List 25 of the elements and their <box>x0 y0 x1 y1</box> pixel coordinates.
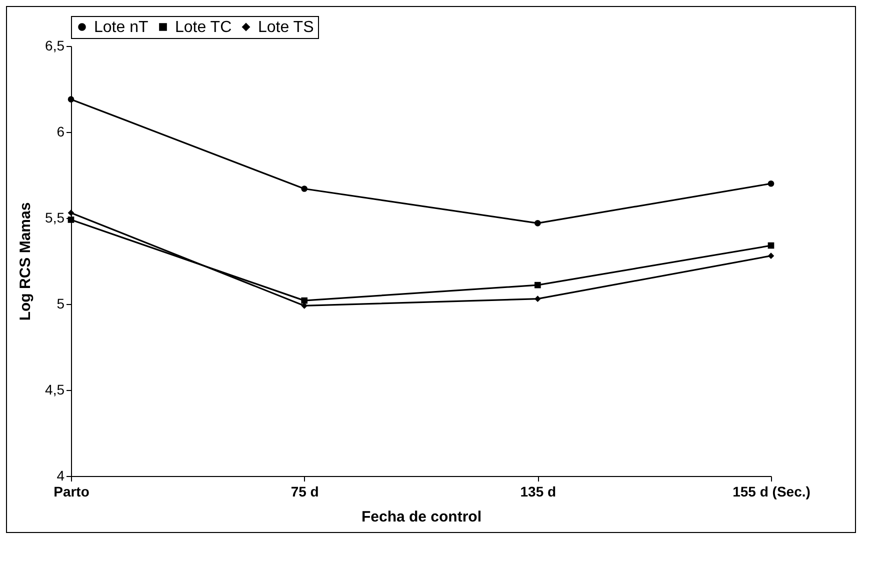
y-axis-title: Log RCS Mamas <box>17 202 34 321</box>
point <box>301 297 308 304</box>
point <box>68 210 74 216</box>
point <box>301 186 308 192</box>
legend-label: Lote nT <box>94 19 148 36</box>
point <box>534 220 541 226</box>
y-tick-label: 4 <box>56 468 65 484</box>
point <box>768 252 774 259</box>
y-tick-label: 6,5 <box>45 38 65 54</box>
point <box>68 96 74 102</box>
y-tick-label: 6 <box>56 124 65 140</box>
legend-label: Lote TS <box>258 19 314 36</box>
x-tick-label: 75 d <box>290 484 319 500</box>
x-tick-label: Parto <box>54 484 90 500</box>
x-axis-title: Fecha de control <box>361 508 482 526</box>
y-tick-label: 4,5 <box>45 382 65 398</box>
point <box>768 242 774 249</box>
point <box>534 296 541 302</box>
x-tick-label: 155 d (Sec.) <box>732 484 810 500</box>
y-tick-label: 5 <box>56 296 65 312</box>
x-tick-label: 135 d <box>520 484 556 500</box>
y-tick-label: 5,5 <box>45 210 65 226</box>
legend-label: Lote TC <box>175 19 232 36</box>
point <box>768 180 774 187</box>
point <box>534 282 541 288</box>
